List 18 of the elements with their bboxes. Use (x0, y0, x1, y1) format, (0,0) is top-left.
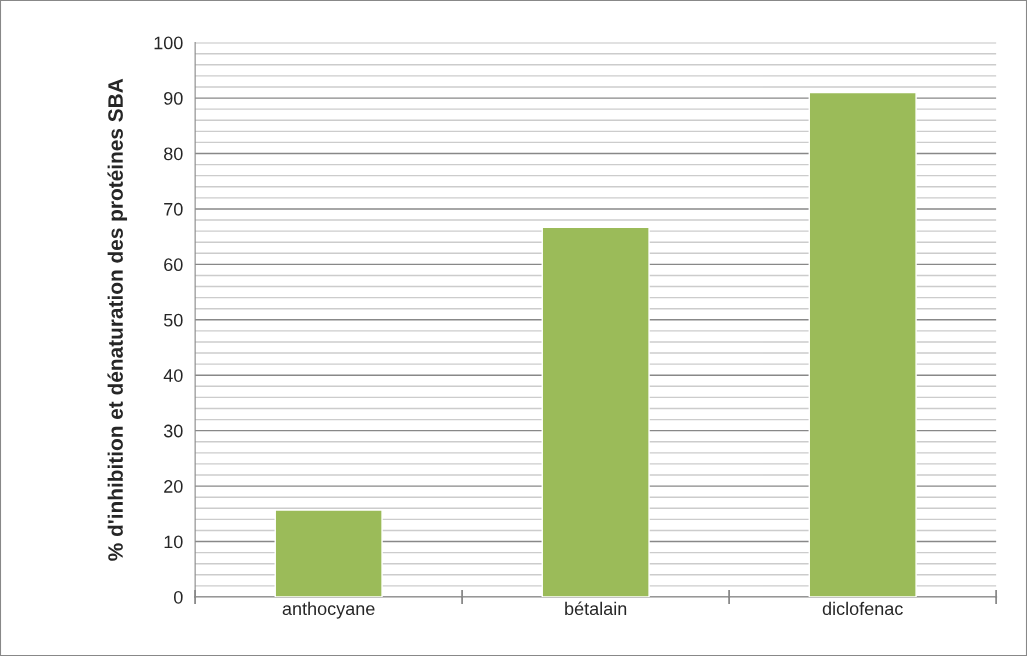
y-tick-label: 30 (163, 424, 183, 438)
y-tick-label: 100 (154, 36, 183, 50)
bar (808, 91, 917, 597)
x-tick-label: diclofenac (822, 601, 903, 616)
bar (274, 509, 383, 597)
y-tick-label: 70 (164, 202, 183, 216)
y-tick-label: 90 (164, 92, 183, 105)
y-tick-label: 20 (164, 480, 183, 493)
y-tick-label: 0 (173, 590, 183, 604)
x-tick-label: bétalain (565, 601, 627, 616)
y-axis-title: % d'inhibition et dénaturation des protéines SBA (107, 78, 128, 561)
y-tick-label: 10 (164, 535, 183, 549)
y-tick-label: 60 (164, 258, 183, 272)
x-tick-label: anthocyane (282, 601, 375, 619)
bar (541, 226, 650, 597)
y-tick-label: 50 (163, 313, 183, 327)
y-tick-label: 40 (163, 369, 183, 382)
y-tick-label: 80 (164, 147, 183, 161)
